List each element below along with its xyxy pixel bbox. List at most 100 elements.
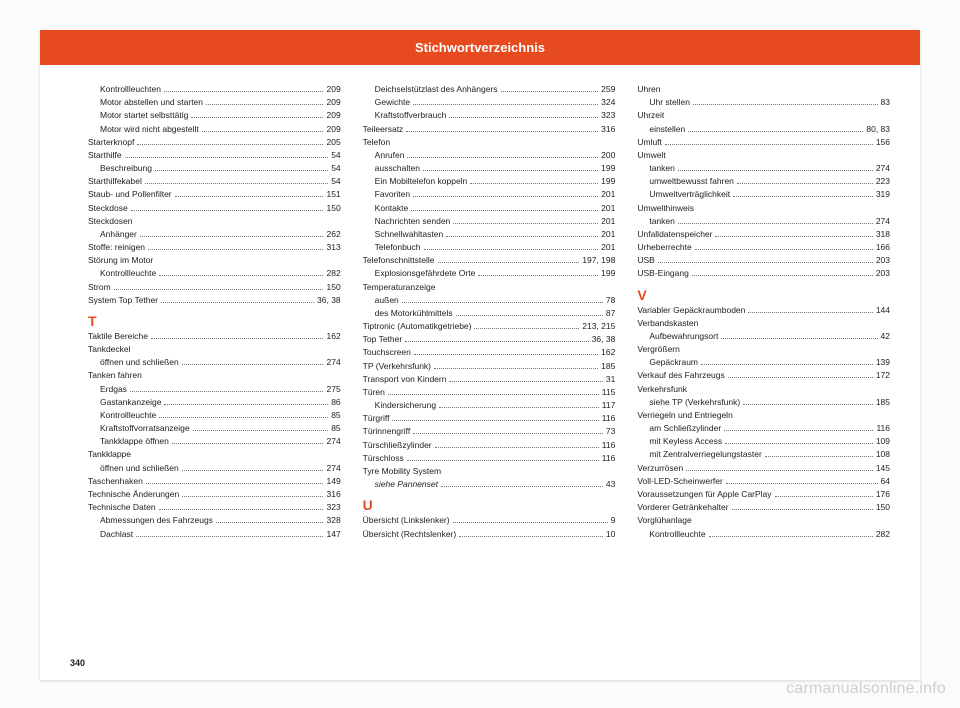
entry-label: Kontrollleuchte <box>100 409 156 422</box>
index-entry: außen78 <box>363 294 616 307</box>
index-entry: Unfalldatenspeicher318 <box>637 228 890 241</box>
leader-dots <box>411 210 598 211</box>
entry-label: Übersicht (Rechtslenker) <box>363 528 457 541</box>
column-1: Kontrollleuchten209Motor abstellen und s… <box>88 83 341 541</box>
leader-dots <box>130 391 324 392</box>
entry-page: 274 <box>326 462 340 475</box>
index-entry: Transport von Kindern31 <box>363 373 616 386</box>
leader-dots <box>765 456 873 457</box>
entry-page: 209 <box>326 96 340 109</box>
entry-page: 201 <box>601 188 615 201</box>
entry-label: Gastankanzeige <box>100 396 161 409</box>
entry-page: 108 <box>876 448 890 461</box>
index-entry: Starterknopf205 <box>88 136 341 149</box>
entry-page: 328 <box>326 514 340 527</box>
index-entry: Taschenhaken149 <box>88 475 341 488</box>
entry-label: Türen <box>363 386 385 399</box>
section-letter: T <box>88 313 341 329</box>
entry-label: Steckdose <box>88 202 128 215</box>
leader-dots <box>478 275 598 276</box>
index-entry: Voll-LED-Scheinwerfer64 <box>637 475 890 488</box>
leader-dots <box>721 338 877 339</box>
entry-page: 162 <box>326 330 340 343</box>
entry-page: 117 <box>602 399 616 412</box>
leader-dots <box>470 183 598 184</box>
leader-dots <box>405 341 588 342</box>
entry-label: Steckdosen <box>88 215 132 228</box>
entry-label: Kontrollleuchte <box>100 267 156 280</box>
entry-page: 36, 38 <box>592 333 616 346</box>
entry-page: 275 <box>326 383 340 396</box>
leader-dots <box>148 249 323 250</box>
entry-label: Transport von Kindern <box>363 373 447 386</box>
entry-page: 223 <box>876 175 890 188</box>
entry-page: 54 <box>331 175 340 188</box>
index-entry: am Schließzylinder116 <box>637 422 890 435</box>
entry-label: Starthilfekabel <box>88 175 142 188</box>
index-entry: Aufbewahrungsort42 <box>637 330 890 343</box>
entry-page: 203 <box>876 267 890 280</box>
leader-dots <box>459 536 603 537</box>
entry-page: 116 <box>602 452 616 465</box>
page-number: 340 <box>70 658 85 668</box>
entry-page: 323 <box>326 501 340 514</box>
entry-page: 282 <box>326 267 340 280</box>
entry-label: Verkauf des Fahrzeugs <box>637 369 724 382</box>
entry-label: des Motorkühlmittels <box>375 307 453 320</box>
entry-page: 115 <box>602 386 616 399</box>
entry-label: umweltbewusst fahren <box>649 175 734 188</box>
leader-dots <box>728 377 873 378</box>
entry-label: am Schließzylinder <box>649 422 721 435</box>
leader-dots <box>164 91 324 92</box>
index-entry: Verkauf des Fahrzeugs172 <box>637 369 890 382</box>
index-entry: öffnen und schließen274 <box>88 356 341 369</box>
index-entry: Variabler Gepäckraumboden144 <box>637 304 890 317</box>
entry-label: Uhren <box>637 83 660 96</box>
index-entry: Motor startet selbsttätig209 <box>88 109 341 122</box>
entry-page: 139 <box>876 356 890 369</box>
index-entry: ausschalten199 <box>363 162 616 175</box>
entry-label: mit Keyless Access <box>649 435 722 448</box>
index-entry: Strom150 <box>88 281 341 294</box>
leader-dots <box>775 496 873 497</box>
entry-label: Vorderer Getränkehalter <box>637 501 728 514</box>
entry-page: 80, 83 <box>866 123 890 136</box>
index-entry: mit Zentralverriegelungstaster 108 <box>637 448 890 461</box>
leader-dots <box>678 170 873 171</box>
entry-label: Umwelt <box>637 149 665 162</box>
entry-label: Anhänger <box>100 228 137 241</box>
entry-page: 316 <box>326 488 340 501</box>
entry-page: 83 <box>881 96 890 109</box>
leader-dots <box>172 443 324 444</box>
index-entry: Türinnengriff73 <box>363 425 616 438</box>
entry-label: Störung im Motor <box>88 254 153 267</box>
leader-dots <box>449 381 602 382</box>
entry-label: Deichselstützlast des Anhängers <box>375 83 498 96</box>
index-entry: Kontrollleuchten209 <box>88 83 341 96</box>
leader-dots <box>202 131 324 132</box>
index-entry: des Motorkühlmittels87 <box>363 307 616 320</box>
leader-dots <box>164 404 328 405</box>
entry-label: Taschenhaken <box>88 475 143 488</box>
entry-page: 274 <box>326 435 340 448</box>
entry-page: 201 <box>601 228 615 241</box>
entry-label: Motor wird nicht abgestellt <box>100 123 199 136</box>
leader-dots <box>125 157 329 158</box>
entry-label: Türschloss <box>363 452 404 465</box>
entry-page: 323 <box>601 109 615 122</box>
leader-dots <box>446 236 598 237</box>
index-entry: Umwelt <box>637 149 890 162</box>
entry-page: 85 <box>331 409 340 422</box>
entry-page: 318 <box>876 228 890 241</box>
index-entry: Stoffe: reinigen313 <box>88 241 341 254</box>
entry-page: 9 <box>611 514 616 527</box>
index-entry: Vorderer Getränkehalter150 <box>637 501 890 514</box>
entry-label: Telefon <box>363 136 390 149</box>
entry-page: 209 <box>326 109 340 122</box>
leader-dots <box>695 249 873 250</box>
entry-label: außen <box>375 294 399 307</box>
entry-label: Tyre Mobility System <box>363 465 441 478</box>
entry-label: mit Zentralverriegelungstaster <box>649 448 761 461</box>
index-entry: Schnellwahltasten201 <box>363 228 616 241</box>
index-entry: Taktile Bereiche162 <box>88 330 341 343</box>
